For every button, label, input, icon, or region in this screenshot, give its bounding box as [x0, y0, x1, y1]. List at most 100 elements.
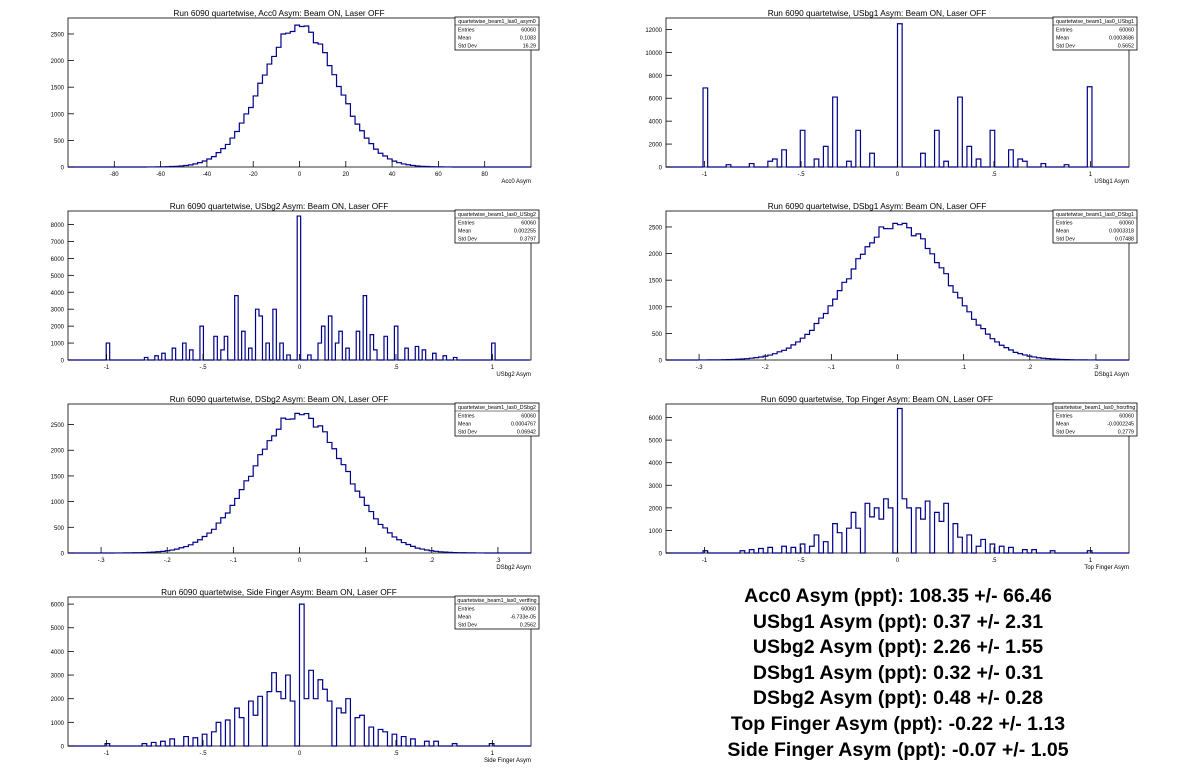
- x-axis-label: Side Finger Asym: [484, 758, 531, 764]
- x-axis-label: USbg2 Asym: [496, 372, 531, 378]
- x-tick-label: -80: [110, 172, 119, 178]
- stats-value: 0.07488: [1115, 237, 1134, 243]
- x-tick-label: 40: [389, 172, 396, 178]
- x-tick-label: -1: [104, 365, 110, 371]
- stats-key: Std Dev: [1056, 237, 1075, 243]
- y-tick-label: 5000: [51, 626, 65, 632]
- stats-key: Mean: [458, 36, 471, 42]
- x-axis-label: DSbg2 Asym: [496, 565, 531, 571]
- x-tick-label: -60: [156, 172, 165, 178]
- y-tick-label: 4000: [649, 120, 663, 126]
- y-tick-label: 0: [659, 166, 663, 172]
- stats-value: 0.0004767: [511, 422, 536, 428]
- x-tick-label: -20: [249, 172, 258, 178]
- x-tick-label: -.1: [828, 365, 836, 371]
- x-tick-label: 0: [896, 172, 900, 178]
- stats-value: 0.5652: [1118, 44, 1134, 50]
- x-tick-label: 1: [1089, 558, 1093, 564]
- y-tick-label: 0: [61, 166, 65, 172]
- stats-box: quartetwise_beam1_las0_vertfing Entries 60…: [454, 595, 540, 630]
- y-tick-label: 0: [61, 552, 65, 558]
- histogram-panel-1: Run 6090 quartetwise, Acc0 Asym: Beam ON…: [51, 8, 540, 185]
- stats-key: Mean: [1056, 422, 1069, 428]
- histogram-line: [68, 215, 530, 361]
- stats-name: quartetwise_beam1_las0_vertfing: [457, 598, 536, 604]
- stats-value: 60060: [521, 221, 536, 227]
- summary-line-acc0: Acc0 Asym (ppt): 108.35 +/- 66.46: [744, 585, 1052, 607]
- stats-value: 60060: [1119, 28, 1134, 34]
- x-tick-label: -.1: [230, 558, 238, 564]
- histogram-title: Run 6090 quartetwise, USbg2 Asym: Beam O…: [170, 201, 389, 211]
- histogram-line: [666, 23, 1129, 168]
- histogram-panel-4: Run 6090 quartetwise, DSbg1 Asym: Beam O…: [649, 201, 1138, 378]
- stats-key: Std Dev: [458, 623, 477, 629]
- y-tick-label: 2500: [649, 225, 663, 231]
- stats-box: quartetwise_beam1_las0_USbg2 Entries 60060…: [454, 209, 540, 244]
- y-tick-label: 0: [61, 359, 65, 365]
- y-tick-label: 1000: [649, 529, 663, 535]
- summary-line-top-finger: Top Finger Asym (ppt): -0.22 +/- 1.13: [730, 712, 1066, 735]
- x-tick-label: -40: [203, 172, 212, 178]
- x-tick-label: 0: [298, 172, 302, 178]
- x-tick-label: .5: [393, 365, 399, 371]
- y-tick-label: 8000: [51, 223, 65, 229]
- stats-name: quartetwise_beam1_las0_horzfing: [1055, 405, 1136, 411]
- stats-key: Entries: [458, 607, 475, 613]
- histogram-title: Run 6090 quartetwise, DSbg1 Asym: Beam O…: [768, 201, 987, 211]
- x-tick-label: 0: [896, 558, 900, 564]
- histogram-title: Run 6090 quartetwise, Side Finger Asym: …: [161, 587, 397, 597]
- stats-key: Mean: [458, 229, 471, 235]
- x-tick-label: 60: [435, 172, 442, 178]
- x-tick-label: 0: [298, 751, 302, 757]
- stats-key: Mean: [1056, 229, 1069, 235]
- stats-name: quartetwise_beam1_las0_USbg2: [458, 212, 536, 218]
- x-tick-label: .2: [1027, 365, 1033, 371]
- x-tick-label: -.5: [200, 751, 208, 757]
- histogram-title: Run 6090 quartetwise, DSbg2 Asym: Beam O…: [170, 394, 389, 404]
- y-tick-label: 6000: [649, 97, 663, 103]
- summary-line-dsbg2: DSbg2 Asym (ppt): 0.48 +/- 0.28: [752, 687, 1044, 710]
- y-tick-label: 1500: [51, 86, 65, 92]
- x-tick-label: -.5: [200, 365, 208, 371]
- x-tick-label: .1: [363, 558, 369, 564]
- stats-value: 0.0003318: [1109, 229, 1134, 235]
- stats-key: Entries: [1056, 28, 1073, 34]
- stats-key: Mean: [458, 422, 471, 428]
- y-tick-label: 6000: [51, 257, 65, 263]
- histogram-line: [68, 24, 531, 168]
- x-tick-label: -.3: [98, 558, 106, 564]
- y-tick-label: 3000: [649, 484, 663, 490]
- histogram-line: [68, 603, 531, 747]
- y-tick-label: 1000: [51, 112, 65, 118]
- asymmetry-summary: Acc0 Asym (ppt): 108.35 +/- 66.46 USbg1 …: [700, 584, 1096, 763]
- y-tick-label: 5000: [649, 439, 663, 445]
- histogram-panel-3: Run 6090 quartetwise, USbg2 Asym: Beam O…: [51, 201, 540, 378]
- x-tick-label: 0: [298, 558, 302, 564]
- stats-value: 0.002255: [514, 229, 536, 235]
- x-tick-label: 0: [896, 365, 900, 371]
- x-tick-label: -1: [104, 751, 110, 757]
- stats-key: Entries: [1056, 221, 1073, 227]
- x-tick-label: 1: [491, 751, 495, 757]
- x-tick-label: 0: [298, 365, 302, 371]
- x-axis-label: Top Finger Asym: [1084, 565, 1129, 571]
- histogram-panel-2: Run 6090 quartetwise, USbg1 Asym: Beam O…: [645, 8, 1138, 185]
- x-tick-label: -1: [702, 558, 708, 564]
- y-tick-label: 6000: [649, 416, 663, 422]
- y-tick-label: 0: [61, 745, 65, 751]
- y-tick-label: 3000: [51, 308, 65, 314]
- stats-key: Std Dev: [458, 44, 477, 50]
- x-axis-label: USbg1 Asym: [1094, 179, 1129, 185]
- y-tick-label: 5000: [51, 274, 65, 280]
- histogram-line: [666, 407, 1129, 554]
- stats-name: quartetwise_beam1_las0_USbg1: [1056, 19, 1134, 25]
- y-tick-label: 4000: [51, 650, 65, 656]
- stats-value: 60060: [1119, 414, 1134, 420]
- y-tick-label: 2500: [51, 423, 65, 429]
- summary-line-dsbg1: DSbg1 Asym (ppt): 0.32 +/- 0.31: [752, 661, 1044, 684]
- x-axis-label: Acc0 Asym: [501, 179, 531, 185]
- y-tick-label: 500: [54, 526, 65, 532]
- stats-value: 0.0003686: [1109, 36, 1134, 42]
- y-tick-label: 2500: [51, 32, 65, 38]
